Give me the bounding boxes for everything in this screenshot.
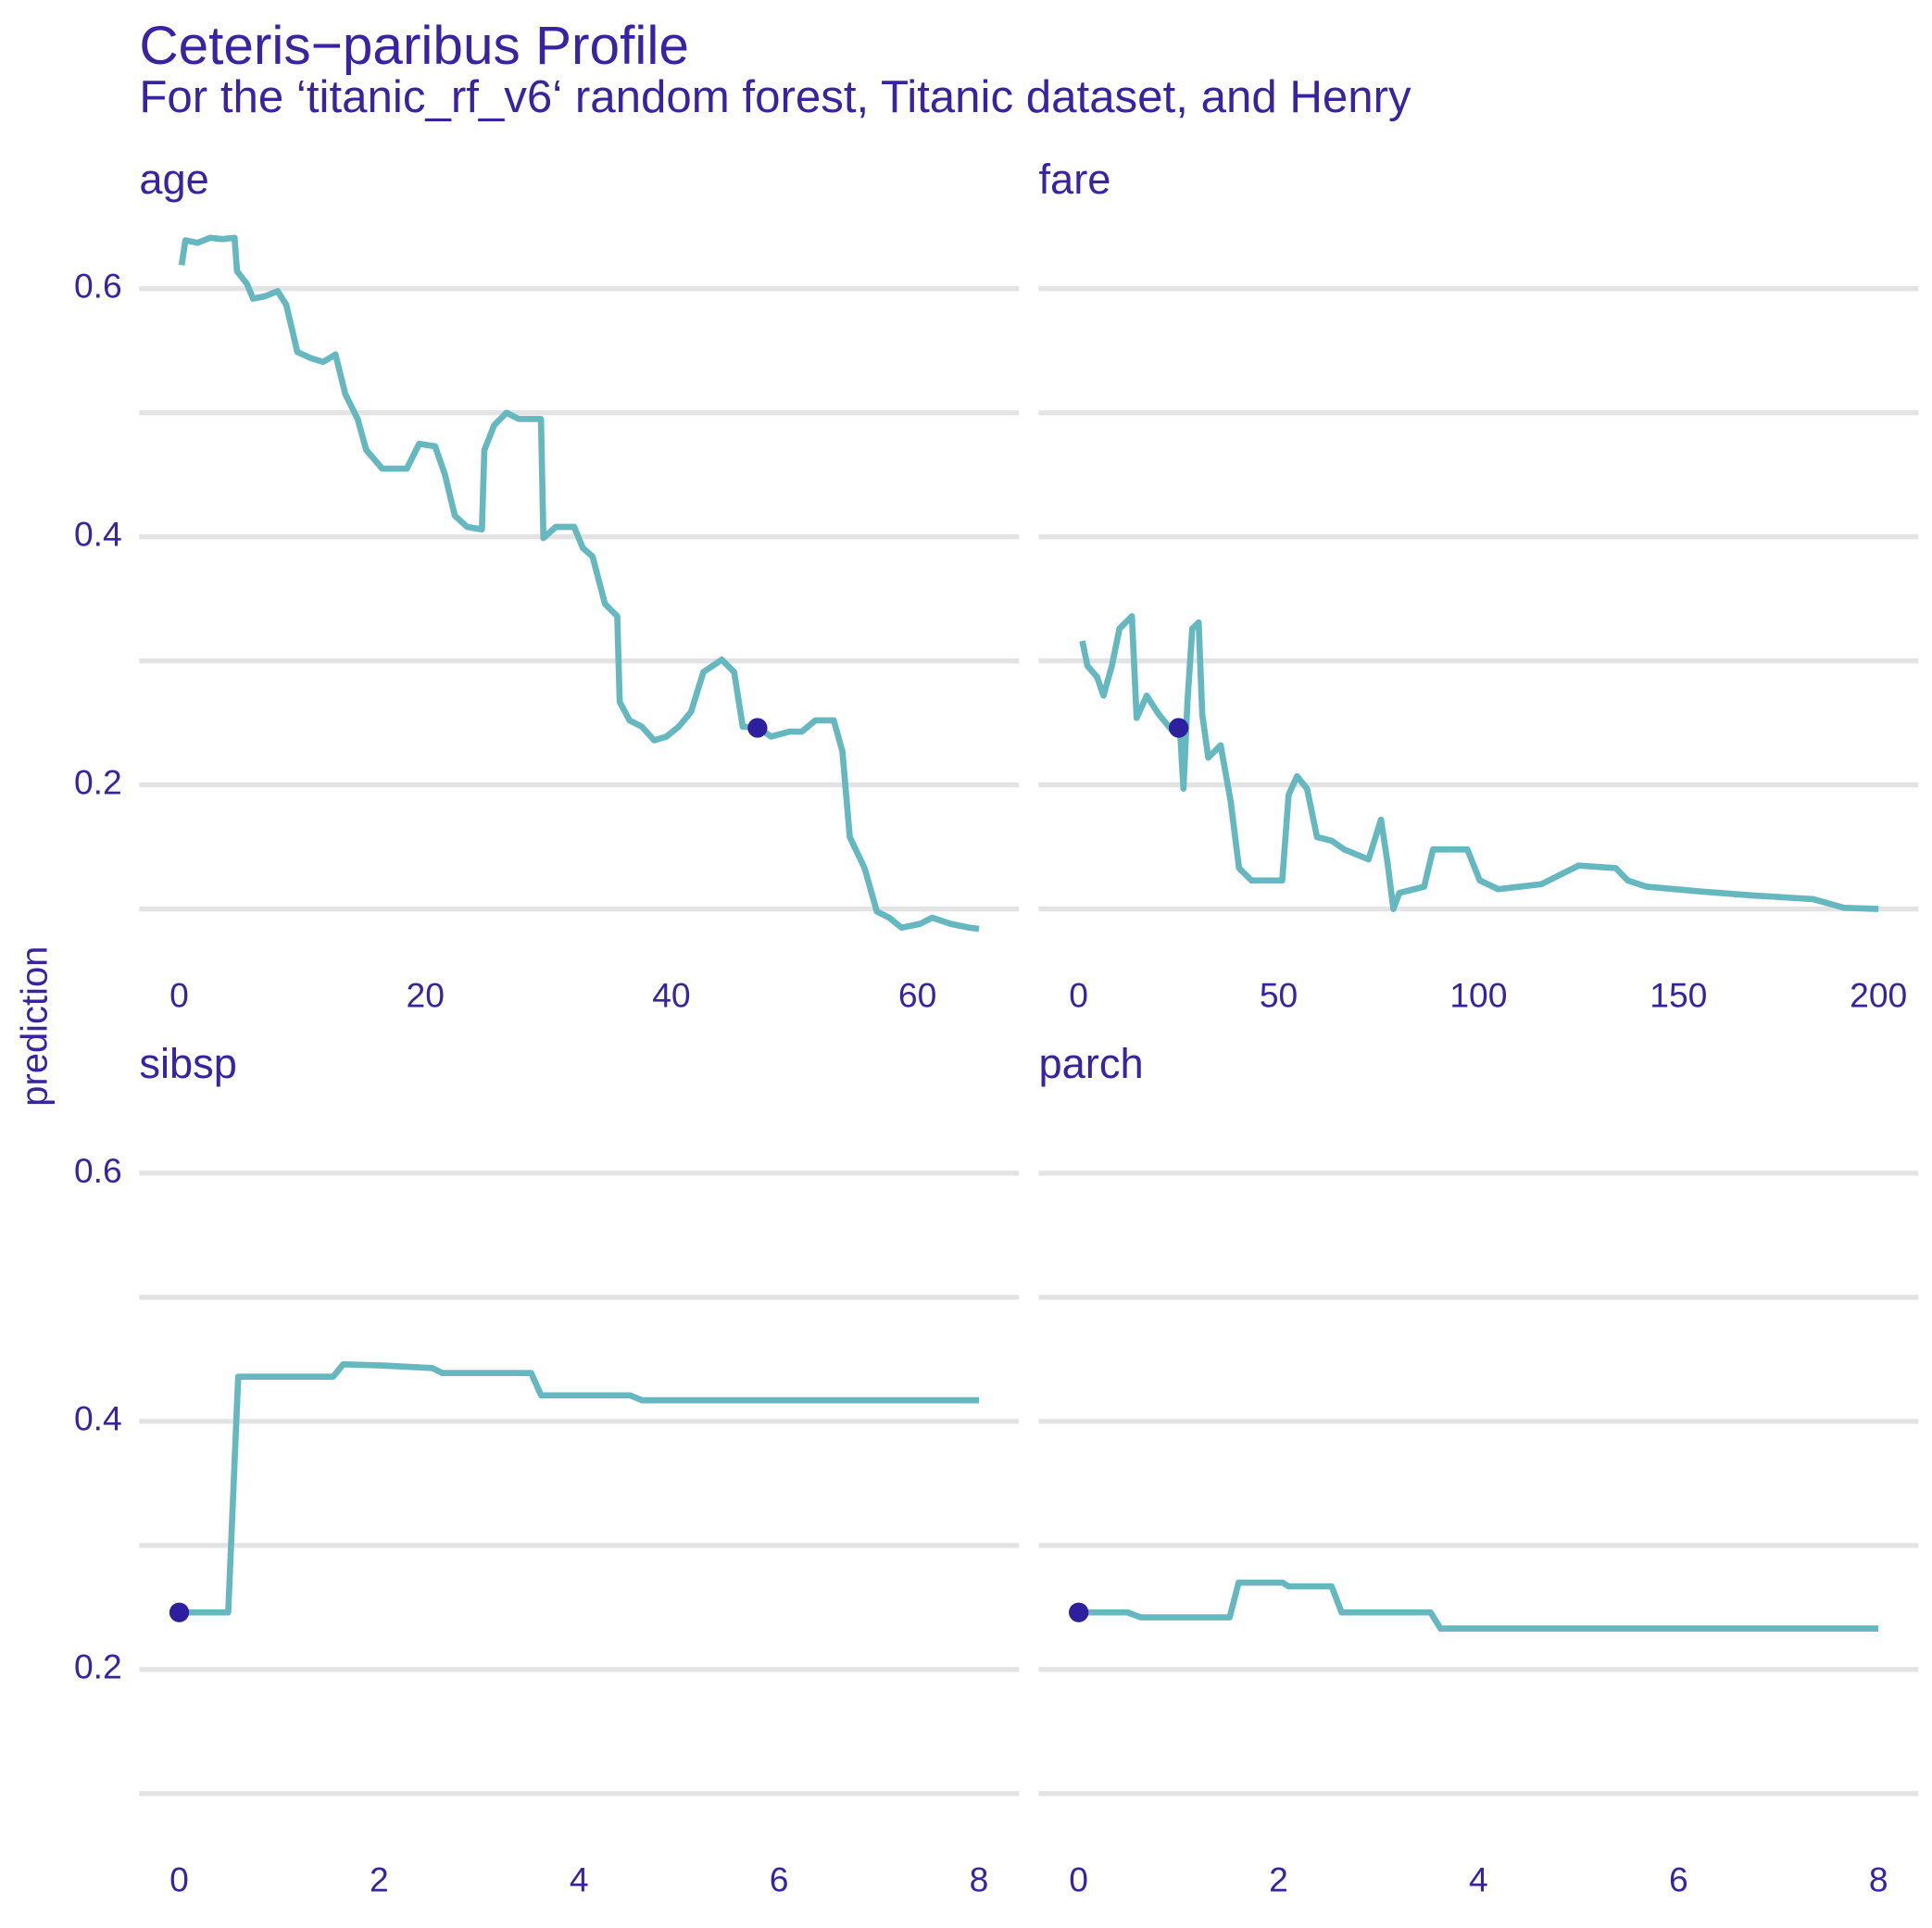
chart-title: Ceteris−paribus Profile (139, 16, 689, 76)
x-tick-label: 0 (169, 1860, 189, 1899)
observation-point (169, 1602, 190, 1622)
profile-line (178, 234, 980, 933)
observation-point (1069, 1602, 1089, 1622)
facet-title: parch (1038, 1040, 1143, 1087)
y-tick-label: 0.4 (74, 1399, 122, 1438)
x-tick-label: 8 (970, 1860, 989, 1899)
observation-point (747, 718, 768, 738)
y-axis-label: prediction (15, 946, 56, 1107)
x-tick-label: 2 (370, 1860, 389, 1899)
facet-title: sibsp (139, 1040, 237, 1087)
x-tick-label: 0 (169, 975, 189, 1014)
x-tick-label: 4 (570, 1860, 589, 1899)
facet-title: age (139, 156, 208, 203)
y-tick-label: 0.2 (74, 762, 122, 801)
y-tick-label: 0.4 (74, 515, 122, 554)
facet-title: fare (1038, 156, 1110, 203)
x-tick-label: 100 (1449, 975, 1507, 1014)
x-tick-label: 2 (1269, 1860, 1288, 1899)
x-tick-label: 0 (1069, 1860, 1088, 1899)
observation-point (1168, 718, 1189, 738)
y-tick-label: 0.2 (74, 1647, 122, 1686)
profile-line (1079, 613, 1879, 912)
x-tick-label: 6 (770, 1860, 789, 1899)
x-tick-label: 60 (898, 975, 936, 1014)
x-tick-label: 8 (1869, 1860, 1888, 1899)
profile-line (179, 1360, 980, 1616)
x-tick-label: 4 (1469, 1860, 1488, 1899)
x-tick-label: 20 (406, 975, 444, 1014)
x-tick-label: 0 (1069, 975, 1088, 1014)
chart-subtitle: For the ‘titanic_rf_v6‘ random forest, T… (139, 71, 1411, 122)
y-tick-label: 0.6 (74, 1151, 122, 1190)
x-tick-label: 50 (1260, 975, 1298, 1014)
y-tick-label: 0.6 (74, 267, 122, 306)
x-tick-label: 150 (1650, 975, 1707, 1014)
x-tick-label: 200 (1850, 975, 1907, 1014)
x-tick-label: 40 (652, 975, 690, 1014)
x-tick-label: 6 (1669, 1860, 1688, 1899)
profile-line (1078, 1579, 1879, 1632)
